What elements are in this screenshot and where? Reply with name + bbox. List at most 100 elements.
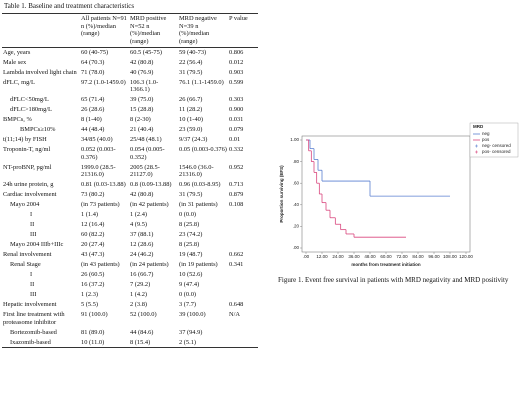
table-cell: t(11;14) by FISH [3,136,47,144]
header-cell: MRD positive N=52 n (%)/median (range) [130,15,167,45]
x-tick-label: 24.00 [332,254,344,259]
empty-cell [228,337,258,347]
table-row: Renal Stage (in 43 patients) (in 24 patien… [2,260,258,270]
table-row: dFLC>180mg/L 26 (28.6) 15 (28.8) 11 (28.2) 0… [2,105,258,115]
table-cell: BMPCs, % [3,116,32,124]
table-row: Bortezomib-based 81 (89.0) 44 (84.6) 37 (94… [2,327,258,337]
legend-title: MRD [473,124,484,129]
table-cell: 0.012 [229,58,244,66]
table-row: t(11;14) by FISH 34/85 (40.0) 25/48 (48.1)… [2,135,258,145]
table-cell: 34/85 (40.0) [81,136,113,144]
legend-censor-mark [475,150,478,154]
x-axis-label: months from treatment initiation [351,262,421,267]
table-cell: 10 (1-40) [179,116,203,124]
table-cell: 0.96 (0.03-8.95) [179,181,221,189]
table-row: Mayo 2004 IIIb+IIIc 20 (27.4) 12 (28.6) 8 (… [2,240,258,250]
table-cell: 24 (46.2) [130,251,154,259]
table-cell: 0.903 [229,68,244,76]
table-row: BMPCs, % 8 (1-40) 8 (2-30) 10 (1-40) 0.031 [2,115,258,125]
y-axis-label: Proportion surviving (EFS) [279,165,284,223]
table-cell: 43 (47.3) [81,251,105,259]
empty-cell [228,230,258,240]
table-cell: 2 (5.1) [179,338,197,346]
header-cell: P value [229,15,248,23]
table-cell: Troponin-T, ng/ml [3,146,51,154]
table-cell: 91 (100.0) [81,310,108,318]
table-title: Table 1. Baseline and treatment characte… [4,2,135,10]
x-tick-label: 96.00 [428,254,440,259]
table-cell: Hepatic involvement [3,301,57,308]
table-cell: II [30,221,35,229]
table-cell: 0.05 (0.003-0.376) [179,146,227,154]
y-tick-label: .60 [293,180,300,185]
table-cell: Mayo 2004 IIIb+IIIc [10,241,64,249]
table-cell: First line treatment with proteasome inh… [3,310,65,326]
x-tick-label: 72.00 [396,254,408,259]
legend-label: neg [482,131,490,136]
empty-cell [228,220,258,230]
table-cell: Age, years [3,48,31,56]
x-tick-label: 108.00 [443,254,457,259]
table-cell: 81 (89.0) [81,328,105,336]
table-cell: 24h urine protein, g [3,181,54,189]
table-cell: dFLC>180mg/L [10,106,52,114]
table-cell: 60 (82.2) [81,231,105,239]
table-cell: 26 (28.6) [81,106,105,114]
table-row: Age, years 60 (40-75) 60.5 (45-75) 59 (40-7… [2,47,258,57]
table-row: Cardiac involvement 73 (80.2) 42 (80.8) 31 … [2,190,258,200]
empty-cell [228,270,258,280]
table-cell: 0 (0.0) [179,291,197,299]
table-row: Renal involvement 43 (47.3) 24 (46.2) 19 (4… [2,250,258,260]
table-cell: 3 (7.7) [179,301,197,308]
legend-label: pos [482,137,490,142]
table-cell: 1 (2.4) [130,211,148,219]
table-cell: 21 (40.4) [130,126,154,134]
table-row: BMPCs≥10% 44 (48.4) 21 (40.4) 23 (59.0) 0.07… [2,125,258,135]
table-row: dFLC<50mg/L 65 (71.4) 39 (75.0) 26 (66.7) 0.… [2,95,258,105]
table-cell: 39 (75.0) [130,96,154,104]
table-cell: 1 (1.4) [81,211,99,219]
table-cell: 0.332 [229,146,244,154]
figure-caption: Figure 1. Event free survival in patient… [278,276,509,284]
table-cell: 0.599 [229,78,244,86]
table-cell: (in 19 patients) [179,261,218,269]
table-cell: 0.900 [229,106,244,114]
table-cell: 1 (4.2) [130,291,148,299]
table-cell: 26 (66.7) [179,96,203,104]
table-cell: 1 (2.3) [81,291,99,299]
table-cell: 65 (71.4) [81,96,105,104]
empty-cell [228,210,258,220]
table-cell: 71 (78.0) [81,68,105,76]
table-cell: 2 (3.8) [130,301,148,308]
table-cell: 42 (80.8) [130,191,154,199]
table-cell: 9/37 (24.3) [179,136,208,144]
table-cell: 42 (80.8) [130,58,154,66]
table-cell: 26 (60.5) [81,271,105,279]
table-row: dFLC, mg/L 97.2 (1.0-1459.0) 106.3 (1.0-13… [2,78,258,96]
header-cell [2,14,80,48]
table-cell: 59 (40-73) [179,48,207,56]
table-row: Ixazomib-based 10 (11.0) 8 (15.4) 2 (5.1) [2,337,258,348]
table-cell: 10 (52.6) [179,271,203,279]
table-cell: 106.3 (1.0-1366.1) [130,78,159,94]
y-tick-label: .00 [293,245,300,250]
header-row: All patients N=91 n (%)/median (range) MR… [2,13,258,48]
table-cell: 16 (37.2) [81,281,105,289]
table-cell: 0.054 (0.005-0.352) [130,146,165,161]
table-cell: 0.713 [229,181,244,189]
legend-label: pos- censored [482,149,511,154]
table-cell: 0.303 [229,96,244,104]
table-cell: 11 (28.2) [179,106,203,114]
table-cell: Renal involvement [3,251,52,259]
x-tick-label: 60.00 [380,254,392,259]
table-cell: III [30,291,37,299]
table-cell: 0.662 [229,251,244,259]
table-cell: (in 73 patients) [81,201,120,209]
table-cell: N/A [229,310,241,318]
table-cell: dFLC<50mg/L [10,96,49,104]
table-cell: Bortezomib-based [10,328,57,336]
table-cell: 0 (0.0) [179,211,197,219]
table-row: 24h urine protein, g 0.81 (0.03-13.88) 0.8… [2,180,258,190]
table-row: III 1 (2.3) 1 (4.2) 0 (0.0) [2,290,258,300]
table-cell: 1999.0 (28.5-21316.0) [81,163,116,179]
